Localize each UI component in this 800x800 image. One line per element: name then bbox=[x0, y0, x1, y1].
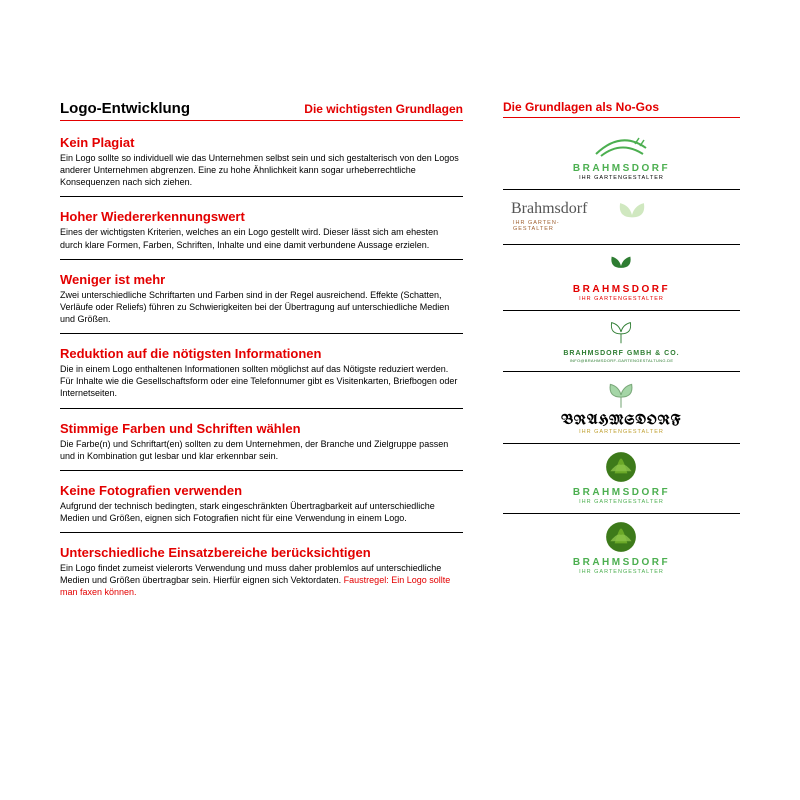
logo-name: BRAHMSDORF bbox=[573, 163, 670, 174]
logo-wrap: BRAHMSDORFIHR GARTENGESTALTER bbox=[503, 378, 740, 435]
logo-name: Brahmsdorf bbox=[511, 200, 587, 218]
left-header: Logo-Entwicklung Die wichtigsten Grundla… bbox=[60, 100, 463, 121]
logo-card: Brahmsdorf IHR GARTEN- GESTALTER bbox=[503, 190, 740, 245]
right-title: Die Grundlagen als No-Gos bbox=[503, 100, 740, 118]
logos-container: BRAHMSDORFIHR GARTENGESTALTER Brahmsdorf… bbox=[503, 128, 740, 583]
logo-name: BRAHMSDORF bbox=[573, 284, 670, 295]
logo-name: BRAHMSDORF bbox=[573, 557, 670, 568]
logo-wrap: BRAHMSDORFIHR GARTENGESTALTER bbox=[503, 134, 740, 181]
logo-card: BRAHMSDORFIHR GARTENGESTALTER bbox=[503, 128, 740, 190]
logo-tag: IHR GARTENGESTALTER bbox=[579, 175, 664, 181]
section: Kein Plagiat Ein Logo sollte so individue… bbox=[60, 135, 463, 197]
logo-tag: INFO@BRAHMSDORF-GARTENGESTALTUNG.DE bbox=[570, 358, 674, 363]
section-heading: Weniger ist mehr bbox=[60, 272, 463, 287]
section-body: Die Farbe(n) und Schriftart(en) sollten … bbox=[60, 438, 463, 462]
logo-wrap: BRAHMSDORFIHR GARTENGESTALTER bbox=[503, 520, 740, 575]
section-heading: Hoher Wiedererkennungswert bbox=[60, 209, 463, 224]
logo-card: BRAHMSDORF GMBH & CO.INFO@BRAHMSDORF-GAR… bbox=[503, 311, 740, 372]
section-body: Aufgrund der technisch bedingten, stark … bbox=[60, 500, 463, 524]
right-column: Die Grundlagen als No-Gos BRAHMSDORFIHR … bbox=[503, 100, 740, 619]
leaf-icon bbox=[604, 450, 638, 484]
section: Stimmige Farben und Schriften wählen Die … bbox=[60, 421, 463, 471]
logo-tag: IHR GARTENGESTALTER bbox=[579, 569, 664, 575]
logo-name: BRAHMSDORF bbox=[573, 487, 670, 498]
logo-name: BRAHMSDORF GMBH & CO. bbox=[563, 350, 679, 357]
section-body: Ein Logo sollte so individuell wie das U… bbox=[60, 152, 463, 188]
leaf-icon bbox=[604, 378, 638, 412]
logo-wrap: BRAHMSDORFIHR GARTENGESTALTER bbox=[503, 251, 740, 302]
leaf-icon bbox=[606, 317, 636, 347]
logo-tag: IHR GARTEN- GESTALTER bbox=[513, 220, 560, 232]
leaf-icon bbox=[604, 520, 638, 554]
section: Reduktion auf die nötigsten Informatione… bbox=[60, 346, 463, 408]
logo-tag: IHR GARTENGESTALTER bbox=[579, 499, 664, 505]
logo-card: BRAHMSDORFIHR GARTENGESTALTER bbox=[503, 245, 740, 311]
section: Hoher Wiedererkennungswert Eines der wich… bbox=[60, 209, 463, 259]
section-heading: Unterschiedliche Einsatzbereiche berücks… bbox=[60, 545, 463, 560]
page: Logo-Entwicklung Die wichtigsten Grundla… bbox=[60, 100, 740, 619]
leaf-icon bbox=[613, 196, 651, 234]
section-heading: Kein Plagiat bbox=[60, 135, 463, 150]
section-body: Die in einem Logo enthaltenen Informatio… bbox=[60, 363, 463, 399]
logo-wrap: Brahmsdorf IHR GARTEN- GESTALTER bbox=[503, 196, 740, 236]
left-column: Logo-Entwicklung Die wichtigsten Grundla… bbox=[60, 100, 463, 619]
main-title: Logo-Entwicklung bbox=[60, 100, 190, 117]
logo-wrap: BRAHMSDORFIHR GARTENGESTALTER bbox=[503, 450, 740, 505]
section: Keine Fotografien verwenden Aufgrund der … bbox=[60, 483, 463, 533]
leaf-icon bbox=[606, 251, 636, 281]
logo-tag: IHR GARTENGESTALTER bbox=[579, 429, 664, 435]
logo-name: BRAHMSDORF bbox=[561, 415, 681, 428]
logo-card: BRAHMSDORFIHR GARTENGESTALTER bbox=[503, 514, 740, 583]
swoosh-icon bbox=[591, 134, 651, 160]
logo-tag: IHR GARTENGESTALTER bbox=[579, 296, 664, 302]
sub-title: Die wichtigsten Grundlagen bbox=[304, 102, 463, 116]
section-heading: Reduktion auf die nötigsten Informatione… bbox=[60, 346, 463, 361]
section-body: Zwei unterschiedliche Schriftarten und F… bbox=[60, 289, 463, 325]
section-body: Ein Logo findet zumeist vielerorts Verwe… bbox=[60, 562, 463, 598]
section: Unterschiedliche Einsatzbereiche berücks… bbox=[60, 545, 463, 606]
section-heading: Keine Fotografien verwenden bbox=[60, 483, 463, 498]
logo-card: BRAHMSDORFIHR GARTENGESTALTER bbox=[503, 372, 740, 444]
sections-container: Kein Plagiat Ein Logo sollte so individue… bbox=[60, 135, 463, 607]
logo-wrap: BRAHMSDORF GMBH & CO.INFO@BRAHMSDORF-GAR… bbox=[503, 317, 740, 363]
logo-card: BRAHMSDORFIHR GARTENGESTALTER bbox=[503, 444, 740, 514]
section: Weniger ist mehr Zwei unterschiedliche Sc… bbox=[60, 272, 463, 334]
section-body: Eines der wichtigsten Kriterien, welches… bbox=[60, 226, 463, 250]
section-heading: Stimmige Farben und Schriften wählen bbox=[60, 421, 463, 436]
